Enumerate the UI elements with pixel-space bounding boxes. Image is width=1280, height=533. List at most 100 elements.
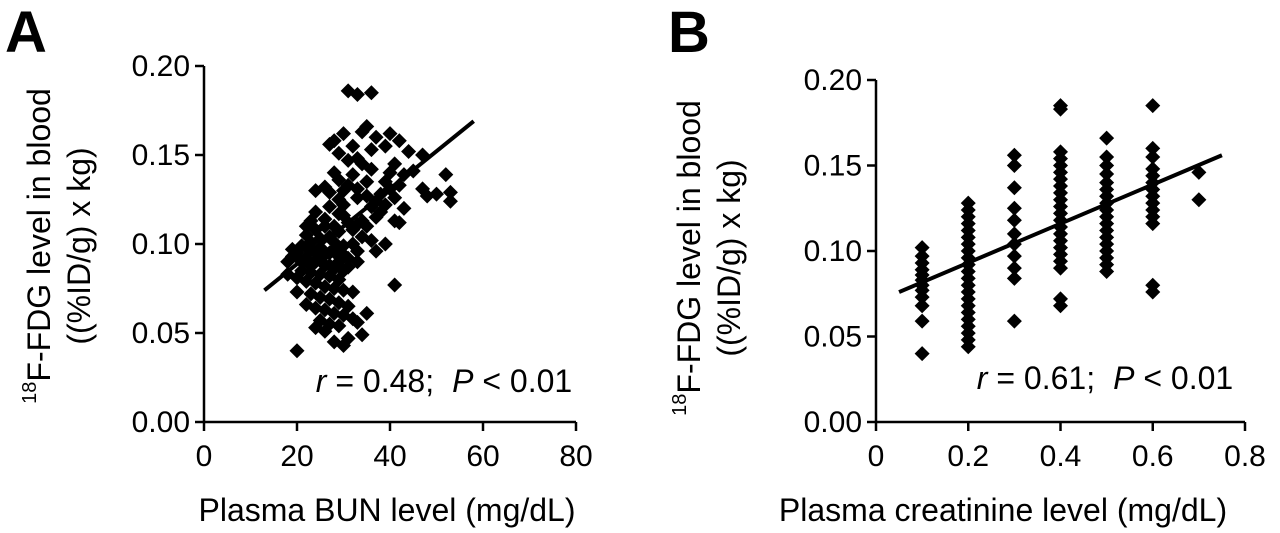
data-point: [308, 300, 324, 316]
data-point: [354, 327, 370, 343]
data-point: [345, 284, 361, 300]
stat-p-symbol: P: [452, 363, 474, 399]
data-point: [1006, 226, 1022, 242]
x-tick-label: 80: [559, 440, 592, 473]
data-point: [396, 200, 412, 216]
y-tick-label: 0.15: [804, 150, 862, 183]
data-point: [368, 209, 384, 225]
data-point: [336, 247, 351, 263]
data-point: [914, 298, 930, 314]
data-point: [914, 289, 930, 305]
data-point: [298, 273, 314, 289]
y-axis-title-text: F-FDG level in blood: [21, 88, 57, 381]
data-point: [1099, 149, 1115, 165]
data-point: [331, 145, 347, 161]
y-axis-title-text: F-FDG level in blood: [671, 100, 707, 393]
data-point: [345, 167, 361, 183]
x-axis-title-a: Plasma BUN level (mg/dL): [199, 492, 576, 528]
data-point: [377, 174, 393, 190]
data-point: [1006, 180, 1022, 196]
stat-p-symbol: P: [1113, 360, 1135, 396]
x-tick-label: 0.4: [1040, 440, 1082, 473]
y-axis-title-superscript: 18: [669, 394, 691, 416]
data-point: [331, 254, 347, 270]
data-point: [363, 85, 379, 101]
panel-b: B 18F-FDG level in blood ((%ID/g) x kg) …: [668, 0, 1266, 528]
y-tick-label: 0.05: [804, 321, 862, 354]
data-point: [391, 215, 407, 231]
data-point: [359, 119, 375, 135]
data-point: [336, 337, 351, 353]
data-point: [1006, 158, 1022, 173]
x-tick-label: 0: [196, 440, 213, 473]
data-point: [382, 126, 398, 142]
data-point: [363, 232, 379, 248]
data-point: [368, 129, 384, 145]
data-point: [322, 184, 338, 200]
stat-p-value: < 0.01: [1134, 360, 1233, 396]
y-axis-title-a: 18F-FDG level in blood ((%ID/g) x kg): [19, 88, 97, 404]
data-point: [377, 236, 393, 252]
x-tick-label: 40: [373, 440, 406, 473]
data-point: [336, 197, 351, 213]
stat-r-symbol: r: [316, 363, 328, 399]
data-point: [336, 282, 351, 298]
data-point: [289, 343, 305, 359]
data-point: [368, 243, 384, 259]
data-point: [429, 186, 444, 202]
y-tick-label: 0.00: [132, 406, 190, 439]
y-axis-title-line2: ((%ID/g) x kg): [711, 159, 747, 356]
data-point: [1006, 248, 1022, 264]
data-point: [303, 257, 319, 273]
stat-r-value: = 0.48;: [326, 363, 434, 399]
data-point: [401, 143, 417, 159]
y-axis-title-superscript: 18: [19, 382, 41, 404]
data-point: [1145, 149, 1161, 165]
data-point: [349, 190, 365, 206]
y-tick-label: 0.00: [804, 406, 862, 439]
stat-r-value: = 0.61;: [987, 360, 1095, 396]
data-point: [359, 218, 375, 234]
data-point: [317, 323, 333, 339]
y-tick-label: 0.05: [132, 317, 190, 350]
data-point: [1006, 212, 1022, 228]
data-point: [331, 318, 347, 334]
data-point: [1099, 130, 1115, 146]
data-point: [442, 184, 458, 200]
x-axis-title-b: Plasma creatinine level (mg/dL): [779, 492, 1227, 528]
panel-a: A 18F-FDG level in blood ((%ID/g) x kg) …: [5, 0, 593, 528]
data-point: [1145, 284, 1161, 300]
data-point: [345, 236, 361, 252]
data-point: [1145, 98, 1161, 114]
data-point: [442, 193, 458, 209]
data-point: [1191, 192, 1207, 208]
data-point: [1006, 200, 1022, 216]
panel-letter-b: B: [668, 0, 710, 65]
data-point: [322, 136, 338, 152]
data-point: [1099, 166, 1115, 182]
data-point: [914, 346, 930, 362]
data-point: [1053, 260, 1068, 276]
y-axis-title-b: 18F-FDG level in blood ((%ID/g) x kg): [669, 100, 747, 416]
data-point: [391, 177, 407, 193]
data-point: [960, 339, 976, 355]
data-point: [322, 199, 338, 215]
trend-line: [263, 119, 475, 292]
data-point: [391, 133, 407, 149]
data-point: [326, 281, 342, 296]
data-point: [312, 289, 328, 305]
data-point: [387, 277, 403, 293]
data-point: [1006, 147, 1022, 163]
y-tick-label: 0.10: [132, 228, 190, 261]
data-point: [387, 190, 403, 206]
y-tick-label: 0.20: [132, 50, 190, 83]
data-point: [377, 138, 393, 154]
data-point: [1006, 313, 1022, 329]
data-point: [1006, 260, 1022, 276]
data-point: [308, 183, 324, 199]
data-point: [308, 222, 324, 238]
y-tick-label: 0.20: [804, 64, 862, 97]
data-point: [1099, 264, 1115, 280]
data-point: [326, 305, 342, 321]
